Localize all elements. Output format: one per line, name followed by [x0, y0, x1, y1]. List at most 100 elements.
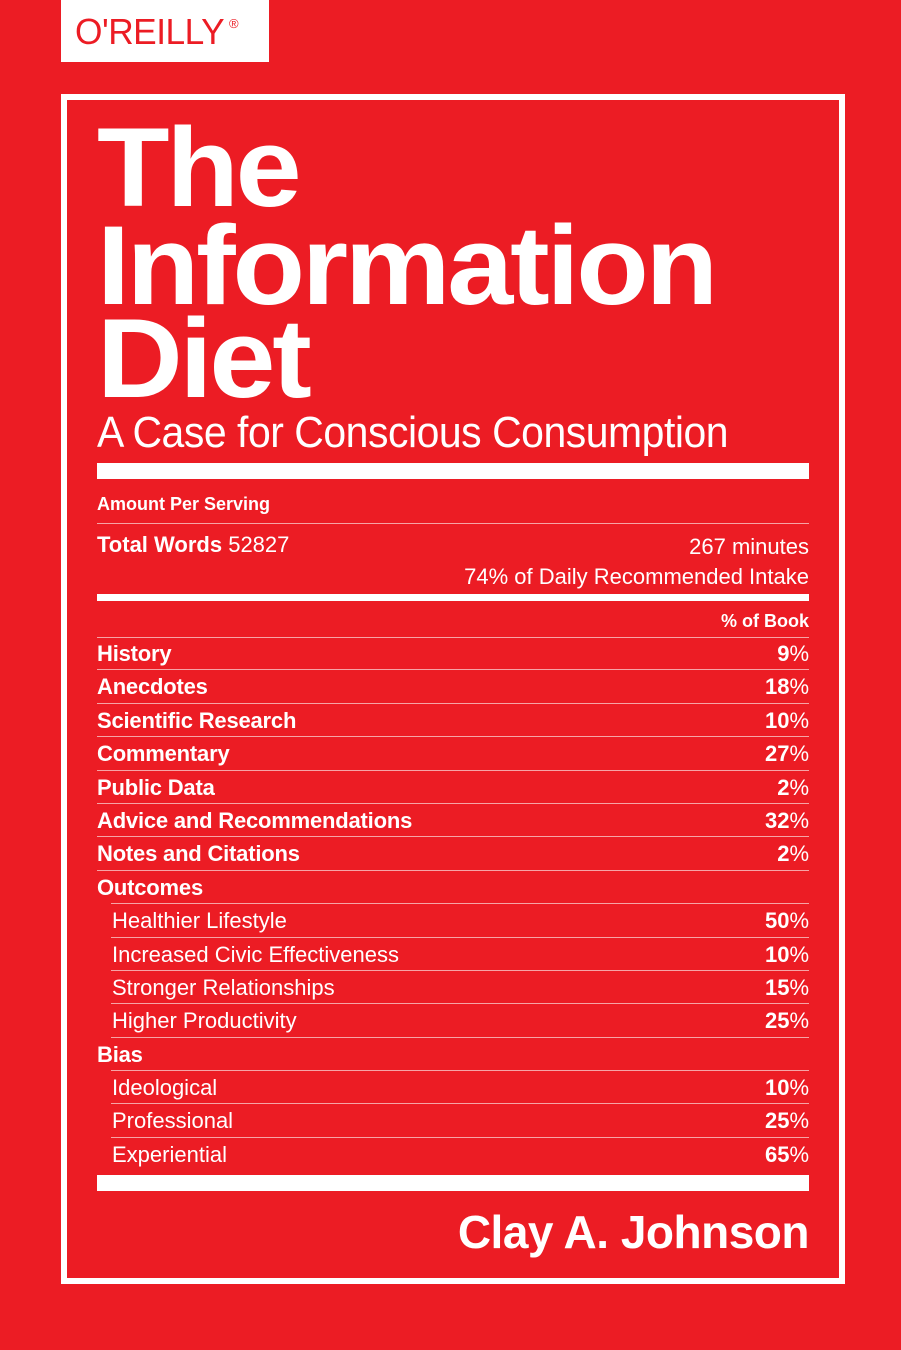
row-label: Stronger Relationships [112, 974, 335, 1000]
row-value-unit: % [789, 908, 809, 934]
row-value-number: 25 [764, 1008, 790, 1034]
title-line-1: The [97, 105, 302, 230]
thick-divider-top [97, 463, 809, 479]
row-value-unit: % [789, 1008, 809, 1034]
thick-divider-bottom [97, 1175, 809, 1191]
row-value-unit: % [789, 807, 809, 833]
title-line-3: Diet [97, 296, 312, 421]
row-value-number: 15 [764, 974, 790, 1000]
row-value: 25% [765, 1108, 809, 1134]
row-value-number: 25 [764, 1108, 790, 1134]
row-divider [97, 669, 809, 671]
row-value-number: 65 [764, 1141, 790, 1167]
row-value: 25% [765, 1008, 809, 1034]
row-divider [111, 1003, 809, 1005]
row-divider [97, 702, 809, 704]
row-label: Commentary [97, 741, 230, 767]
subtitle: A Case for Conscious Consumption [97, 408, 729, 457]
row-label: Public Data [97, 774, 215, 800]
row-value: 50% [765, 908, 809, 934]
row-value-unit: % [789, 774, 809, 800]
row-value: 2% [777, 775, 809, 801]
row-divider [111, 1136, 809, 1138]
row-value: 18% [765, 674, 809, 700]
row-label: Anecdotes [97, 674, 208, 700]
row-value-unit: % [789, 741, 809, 767]
table-row: Higher Productivity 25% [97, 1004, 809, 1038]
row-value-number: 27 [764, 741, 790, 767]
row-label: Outcomes [97, 874, 203, 900]
row-label: Bias [97, 1041, 143, 1067]
row-divider [111, 1036, 809, 1038]
row-label: Ideological [112, 1075, 218, 1101]
total-words-value: 52827 [228, 532, 290, 557]
table-row: Outcomes [97, 871, 809, 905]
row-value: 2% [777, 841, 809, 867]
table-row: Commentary 27% [97, 737, 809, 771]
row-label: Scientific Research [97, 707, 297, 733]
row-value-number: 2 [777, 774, 790, 800]
medium-divider [97, 594, 809, 601]
table-row: Anecdotes 18% [97, 670, 809, 704]
daily-intake: 74% of Daily Recommended Intake [464, 564, 809, 589]
row-value-number: 2 [777, 841, 790, 867]
row-value-number: 9 [777, 641, 790, 666]
row-value-unit: % [789, 941, 809, 967]
row-divider [97, 769, 809, 771]
table-row: Advice and Recommendations 32% [97, 804, 809, 838]
title-line-2: Information [97, 203, 718, 328]
row-label: History [97, 641, 172, 666]
cover-frame [61, 94, 845, 1284]
reading-info: 267 minutes 74% of Daily Recommended Int… [464, 532, 809, 592]
row-divider [111, 1070, 809, 1072]
row-label: Healthier Lifestyle [112, 908, 287, 934]
row-divider [97, 736, 809, 738]
row-label: Advice and Recommendations [97, 807, 413, 833]
row-value: 32% [765, 808, 809, 834]
row-divider [111, 936, 809, 938]
row-value-number: 10 [764, 1075, 790, 1101]
row-value: 65% [765, 1142, 809, 1168]
table-row: Scientific Research 10% [97, 704, 809, 738]
column-header: % of Book [721, 611, 809, 631]
row-value-number: 32 [764, 807, 790, 833]
row-label: Increased Civic Effectiveness [112, 941, 399, 967]
table-row: History 9% [97, 637, 809, 671]
table-row: Increased Civic Effectiveness 10% [97, 938, 809, 971]
table-row: Stronger Relationships 15% [97, 971, 809, 1005]
row-divider [111, 969, 809, 971]
row-divider [97, 836, 809, 838]
nutrition-rows: History 9% Anecdotes 18% Scientific Rese… [97, 637, 809, 1171]
row-value-unit: % [789, 841, 809, 867]
row-label: Notes and Citations [97, 841, 300, 867]
row-value-number: 50 [764, 908, 790, 934]
table-row: Professional 25% [97, 1104, 809, 1138]
row-label: Higher Productivity [112, 1008, 297, 1034]
row-value: 10% [765, 1075, 809, 1101]
row-divider [97, 802, 809, 804]
row-value-unit: % [789, 1108, 809, 1134]
row-value-unit: % [789, 1141, 809, 1167]
total-words-label: Total Words [97, 532, 223, 557]
row-value: 10% [765, 942, 809, 968]
table-row: Experiential 65% [97, 1138, 809, 1171]
row-value: 9% [777, 641, 809, 667]
author-name: Clay A. Johnson [457, 1206, 810, 1258]
divider [97, 523, 809, 524]
publisher-logo: O'REILLY [75, 11, 225, 52]
row-divider [97, 869, 809, 871]
row-value-unit: % [789, 641, 809, 666]
row-value-unit: % [789, 707, 809, 733]
row-value: 15% [765, 975, 809, 1001]
row-value-unit: % [789, 974, 809, 1000]
minutes: 267 minutes [689, 534, 809, 559]
row-divider [111, 903, 809, 905]
table-row: Bias [97, 1038, 809, 1072]
table-row: Ideological 10% [97, 1071, 809, 1105]
row-value-unit: % [789, 1075, 809, 1101]
table-row: Healthier Lifestyle 50% [97, 904, 809, 938]
table-row: Notes and Citations 2% [97, 837, 809, 871]
row-value: 10% [765, 708, 809, 734]
divider [97, 637, 809, 638]
row-value-unit: % [789, 674, 809, 700]
